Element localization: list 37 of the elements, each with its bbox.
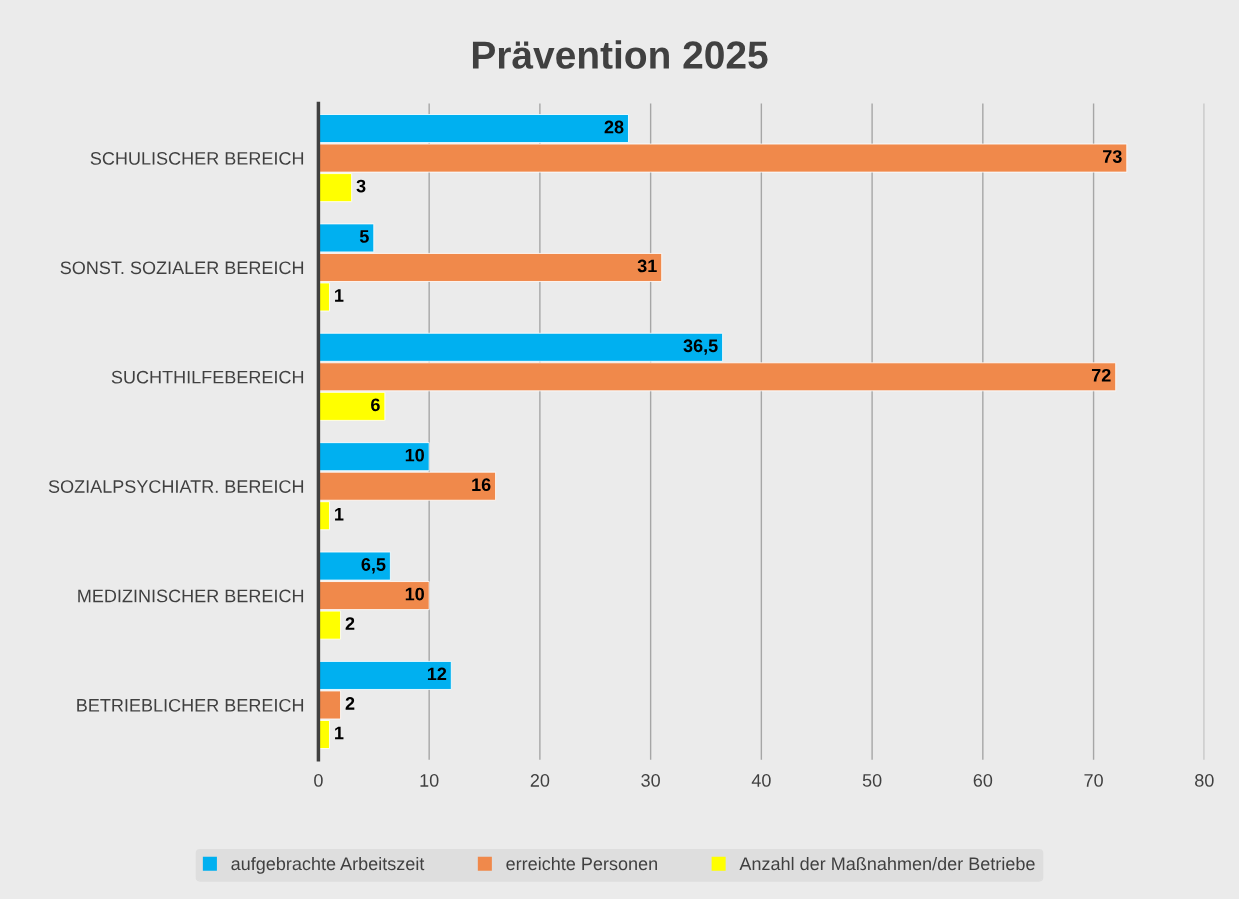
data-label: 36,5: [683, 339, 718, 355]
y-tick-label: MEDIZINISCHER BEREICH: [78, 589, 304, 603]
data-label: 3: [356, 179, 366, 193]
x-tick-label: 40: [751, 774, 771, 787]
x-tick-label: 10: [420, 774, 439, 787]
data-label: 12: [427, 667, 447, 681]
data-label: 1: [335, 726, 344, 740]
data-label: 31: [637, 259, 657, 273]
x-tick-label: 80: [1195, 774, 1214, 787]
x-tick-label: 0: [314, 774, 323, 787]
y-tick-label: SONST. SOZIALER BEREICH: [60, 261, 304, 275]
legend-label: Anzahl der Maßnahmen/der Betriebe: [739, 856, 1035, 871]
data-label: 28: [604, 120, 624, 134]
data-label: 1: [335, 289, 344, 302]
x-tick-label: 60: [973, 774, 993, 787]
y-tick-label: SOZIALPSYCHIATR. BEREICH: [48, 480, 304, 493]
data-label: 5: [359, 230, 369, 243]
data-label: 10: [405, 587, 424, 601]
data-label: 16: [472, 478, 491, 492]
x-tick-label: 30: [641, 774, 660, 787]
data-label: 6,5: [361, 558, 386, 574]
data-label: 10: [405, 448, 424, 462]
chart-title: Prävention 2025: [472, 40, 768, 69]
data-label: 1: [335, 507, 344, 521]
data-label: 72: [1091, 368, 1111, 382]
data-label: 2: [345, 617, 355, 630]
x-tick-label: 50: [862, 774, 882, 787]
data-label: 73: [1103, 150, 1122, 163]
legend-label: aufgebrachte Arbeitszeit: [231, 856, 425, 874]
data-label: 2: [345, 697, 355, 710]
x-tick-label: 20: [530, 774, 550, 787]
y-tick-label: BETRIEBLICHER BEREICH: [77, 698, 304, 712]
legend-label: erreichte Personen: [506, 856, 657, 871]
y-tick-label: SCHULISCHER BEREICH: [90, 152, 304, 165]
y-tick-label: SUCHTHILFEBEREICH: [111, 370, 304, 384]
data-label: 6: [371, 398, 380, 412]
x-tick-label: 70: [1084, 774, 1103, 787]
